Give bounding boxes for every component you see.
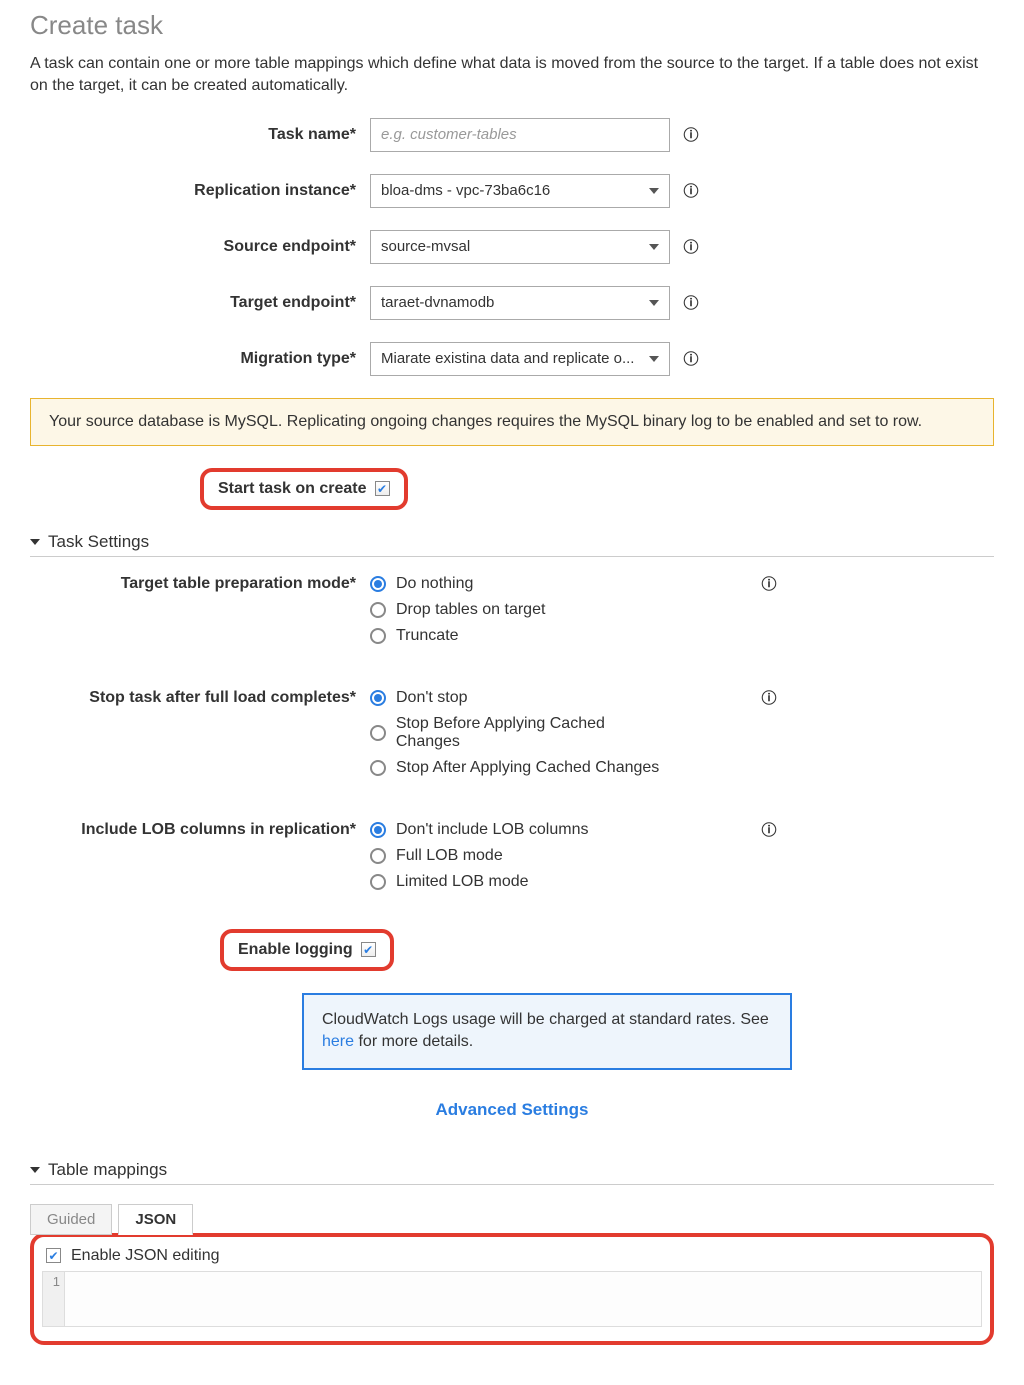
target-endpoint-label: Target endpoint* [30,294,370,312]
info-icon[interactable]: ⓘ [682,294,700,312]
table-mappings-title: Table mappings [48,1160,167,1180]
editor-body[interactable] [65,1272,981,1326]
target-endpoint-value: taraet-dvnamodb [381,294,641,311]
radio-icon [370,848,386,864]
enable-logging-label: Enable logging [238,941,353,959]
radio-icon [370,822,386,838]
editor-gutter: 1 [43,1272,65,1326]
info-icon[interactable]: ⓘ [682,350,700,368]
target-prep-option[interactable]: Do nothing [370,575,670,593]
source-endpoint-value: source-mvsal [381,238,641,255]
migration-type-label: Migration type* [30,350,370,368]
enable-logging-checkbox[interactable]: ✔ [361,942,376,957]
json-editor-highlight: ✔ Enable JSON editing 1 [30,1233,994,1345]
stop-after-option[interactable]: Stop Before Applying Cached Changes [370,715,670,751]
mysql-warning-alert: Your source database is MySQL. Replicati… [30,398,994,446]
radio-icon [370,760,386,776]
start-on-create-row: Start task on create ✔ [30,468,994,510]
target-endpoint-select[interactable]: taraet-dvnamodb [370,286,670,320]
chevron-down-icon [649,300,659,306]
replication-instance-value: bloa-dms - vpc-73ba6c16 [381,182,641,199]
migration-type-row: Migration type* Miarate existina data an… [30,342,994,376]
advanced-settings-link[interactable]: Advanced Settings [30,1100,994,1120]
info-icon[interactable]: ⓘ [760,575,778,593]
source-endpoint-label: Source endpoint* [30,238,370,256]
stop-after-option[interactable]: Don't stop [370,689,670,707]
migration-type-value: Miarate existina data and replicate o... [381,350,641,367]
tab-json[interactable]: JSON [118,1204,193,1235]
chevron-down-icon [649,244,659,250]
stop-after-radio-group: Don't stop Stop Before Applying Cached C… [370,689,670,777]
migration-type-select[interactable]: Miarate existina data and replicate o... [370,342,670,376]
target-prep-option[interactable]: Drop tables on target [370,601,670,619]
info-icon[interactable]: ⓘ [682,126,700,144]
lob-columns-row: Include LOB columns in replication* Don'… [30,821,994,891]
radio-icon [370,690,386,706]
cloudwatch-info-text: CloudWatch Logs usage will be charged at… [322,1011,769,1028]
enable-logging-highlight: Enable logging ✔ [220,929,394,971]
chevron-down-icon [30,1167,40,1173]
stop-after-row: Stop task after full load completes* Don… [30,689,994,777]
task-settings-header[interactable]: Task Settings [30,532,994,557]
info-icon[interactable]: ⓘ [682,238,700,256]
cloudwatch-info-alert: CloudWatch Logs usage will be charged at… [302,993,792,1070]
cloudwatch-info-suffix: for more details. [358,1033,473,1050]
task-name-row: Task name* ⓘ [30,118,994,152]
start-on-create-checkbox[interactable]: ✔ [375,481,390,496]
lob-columns-option[interactable]: Don't include LOB columns [370,821,670,839]
source-endpoint-row: Source endpoint* source-mvsal ⓘ [30,230,994,264]
page-description: A task can contain one or more table map… [30,53,994,98]
target-prep-option[interactable]: Truncate [370,627,670,645]
enable-logging-row: Enable logging ✔ [30,929,994,971]
replication-instance-select[interactable]: bloa-dms - vpc-73ba6c16 [370,174,670,208]
json-editor[interactable]: 1 [42,1271,982,1327]
cloudwatch-here-link[interactable]: here [322,1033,354,1050]
start-on-create-label: Start task on create [218,480,367,498]
mappings-tabs: Guided JSON [30,1203,994,1234]
target-prep-label: Target table preparation mode* [30,575,370,593]
page-title: Create task [30,10,994,41]
stop-after-option[interactable]: Stop After Applying Cached Changes [370,759,670,777]
lob-columns-option[interactable]: Full LOB mode [370,847,670,865]
info-icon[interactable]: ⓘ [760,689,778,707]
target-prep-radio-group: Do nothing Drop tables on target Truncat… [370,575,670,645]
chevron-down-icon [649,188,659,194]
radio-icon [370,628,386,644]
start-on-create-highlight: Start task on create ✔ [200,468,408,510]
task-name-label: Task name* [30,126,370,144]
radio-icon [370,874,386,890]
task-name-input[interactable] [370,118,670,152]
source-endpoint-select[interactable]: source-mvsal [370,230,670,264]
target-prep-row: Target table preparation mode* Do nothin… [30,575,994,645]
lob-columns-option[interactable]: Limited LOB mode [370,873,670,891]
lob-columns-radio-group: Don't include LOB columns Full LOB mode … [370,821,670,891]
info-icon[interactable]: ⓘ [760,821,778,839]
tab-guided[interactable]: Guided [30,1204,112,1235]
radio-icon [370,725,386,741]
replication-instance-row: Replication instance* bloa-dms - vpc-73b… [30,174,994,208]
target-endpoint-row: Target endpoint* taraet-dvnamodb ⓘ [30,286,994,320]
task-settings-title: Task Settings [48,532,149,552]
radio-icon [370,602,386,618]
replication-instance-label: Replication instance* [30,182,370,200]
table-mappings-header[interactable]: Table mappings [30,1160,994,1185]
chevron-down-icon [30,539,40,545]
lob-columns-label: Include LOB columns in replication* [30,821,370,839]
info-icon[interactable]: ⓘ [682,182,700,200]
chevron-down-icon [649,356,659,362]
enable-json-editing-checkbox[interactable]: ✔ [46,1248,61,1263]
enable-json-editing-row: ✔ Enable JSON editing [46,1247,982,1265]
radio-icon [370,576,386,592]
stop-after-label: Stop task after full load completes* [30,689,370,707]
enable-json-editing-label: Enable JSON editing [71,1247,220,1265]
